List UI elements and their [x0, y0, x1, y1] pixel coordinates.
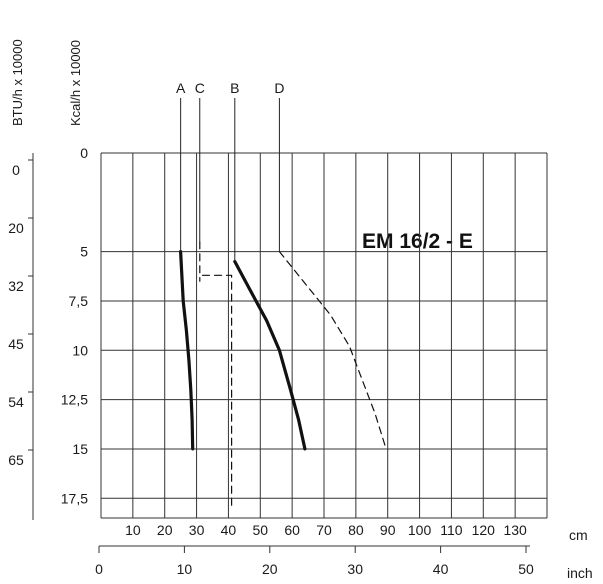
- kcal-tick-label: 15: [72, 441, 88, 457]
- inch-tick-label: 30: [347, 561, 363, 577]
- cm-tick-label: 30: [189, 522, 205, 538]
- series-b-line: [233, 259, 307, 451]
- btu-tick-label: 45: [8, 336, 24, 352]
- kcal-axis-title: Kcal/h x 10000: [68, 40, 83, 126]
- inch-tick-label: 50: [518, 561, 534, 577]
- inch-unit-label: inch: [567, 565, 593, 581]
- cm-tick-label: 90: [380, 522, 396, 538]
- kcal-tick-label: 12,5: [61, 392, 88, 408]
- cm-tick-label: 40: [221, 522, 237, 538]
- btu-tick-label: 65: [8, 452, 24, 468]
- btu-axis-title: BTU/h x 10000: [10, 39, 25, 126]
- series-c-line: [199, 241, 233, 509]
- chart-title: EM 16/2 - E: [362, 230, 473, 253]
- grid: [100, 152, 548, 519]
- tick-labels: 0 20 32 45 54 65 0 5 7,5 10 12,5 15 17,5 10 20 30 40 50 60…: [8, 80, 592, 581]
- series-c-label: C: [195, 80, 205, 96]
- inch-tick-label: 10: [177, 561, 193, 577]
- series-a-label: A: [176, 80, 186, 96]
- btu-tick-label: 0: [12, 162, 20, 178]
- cm-tick-label: 130: [503, 522, 527, 538]
- cm-tick-label: 100: [408, 522, 432, 538]
- btu-tick-label: 32: [8, 278, 24, 294]
- inch-tick-label: 40: [433, 561, 449, 577]
- series-b-label: B: [230, 80, 239, 96]
- kcal-tick-label: 7,5: [69, 293, 89, 309]
- btu-tick-label: 20: [8, 220, 24, 236]
- series-group: [179, 98, 387, 509]
- kcal-tick-label: 17,5: [61, 490, 88, 506]
- series-d-label: D: [274, 80, 284, 96]
- kcal-tick-label: 0: [80, 145, 88, 161]
- cm-tick-label: 120: [472, 522, 496, 538]
- cm-tick-label: 110: [440, 522, 463, 538]
- series-a-line: [179, 250, 195, 451]
- kcal-tick-label: 5: [80, 244, 88, 260]
- inch-tick-label: 0: [95, 561, 103, 577]
- cm-tick-label: 20: [157, 522, 173, 538]
- kcal-tick-label: 10: [72, 342, 88, 358]
- btu-tick-label: 54: [8, 394, 24, 410]
- inch-tick-label: 20: [262, 561, 278, 577]
- cm-tick-label: 70: [316, 522, 332, 538]
- cm-tick-label: 80: [348, 522, 364, 538]
- axes: [28, 153, 530, 553]
- cm-tick-label: 60: [284, 522, 300, 538]
- cm-tick-label: 10: [125, 522, 141, 538]
- cm-tick-label: 50: [252, 522, 268, 538]
- cm-unit-label: cm: [569, 527, 588, 543]
